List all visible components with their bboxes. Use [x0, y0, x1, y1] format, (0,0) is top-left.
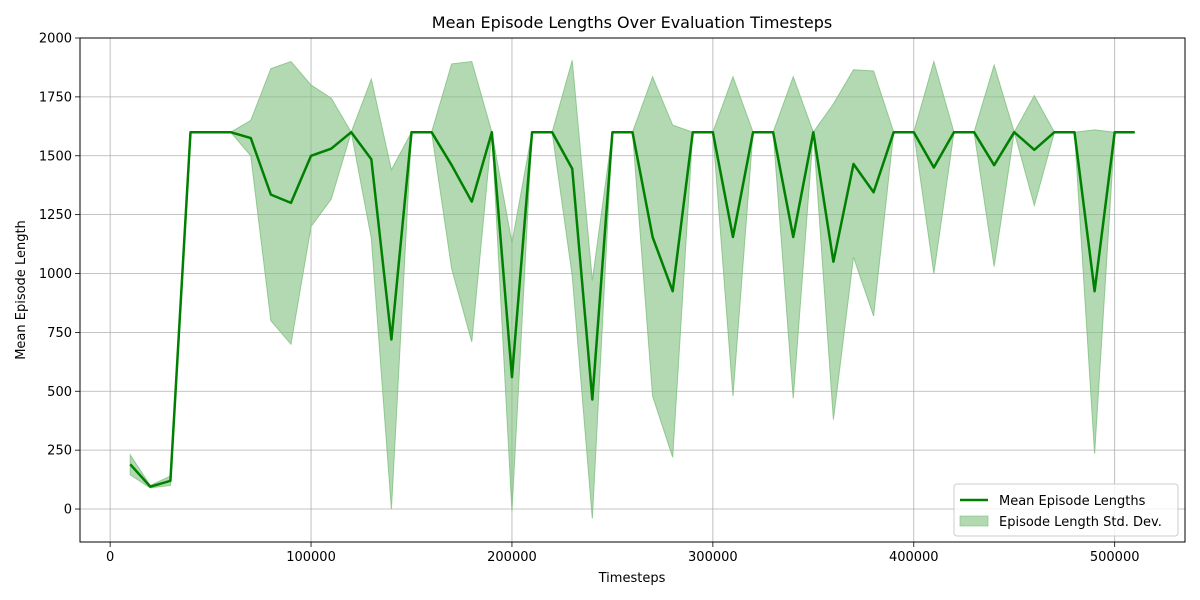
- legend-box: [953, 483, 1179, 537]
- y-tick-label: 1250: [39, 208, 72, 223]
- mean-line-layer: [129, 130, 1135, 488]
- x-tick-label: 200000: [487, 550, 537, 565]
- x-tick-label: 300000: [688, 550, 738, 565]
- legend: Mean Episode Lengths Episode Length Std.…: [953, 483, 1179, 537]
- legend-label-std: Episode Length Std. Dev.: [999, 515, 1162, 530]
- x-tick-label: 0: [106, 550, 114, 565]
- y-tick-label: 750: [47, 326, 72, 341]
- x-axis-label: Timesteps: [598, 571, 666, 586]
- y-tick-label: 2000: [39, 32, 72, 47]
- legend-label-mean: Mean Episode Lengths: [999, 494, 1146, 509]
- ticks: 0 100000 200000 300000 400000 500000 0 250 500 75…: [39, 32, 1140, 566]
- y-tick-label: 1000: [39, 267, 72, 282]
- legend-band-swatch: [959, 515, 989, 527]
- plot-frame: [79, 37, 1186, 543]
- y-tick-label: 1750: [39, 90, 72, 105]
- y-axis-label: Mean Episode Length: [14, 220, 29, 360]
- x-tick-label: 100000: [286, 550, 336, 565]
- y-tick-label: 1500: [39, 149, 72, 164]
- mean-episode-line: [129, 130, 1135, 488]
- y-tick-label: 250: [47, 444, 72, 459]
- chart-title: Mean Episode Lengths Over Evaluation Tim…: [432, 13, 832, 32]
- y-tick-label: 500: [47, 385, 72, 400]
- x-tick-label: 400000: [889, 550, 939, 565]
- y-tick-label: 0: [64, 503, 72, 518]
- x-tick-label: 500000: [1090, 550, 1140, 565]
